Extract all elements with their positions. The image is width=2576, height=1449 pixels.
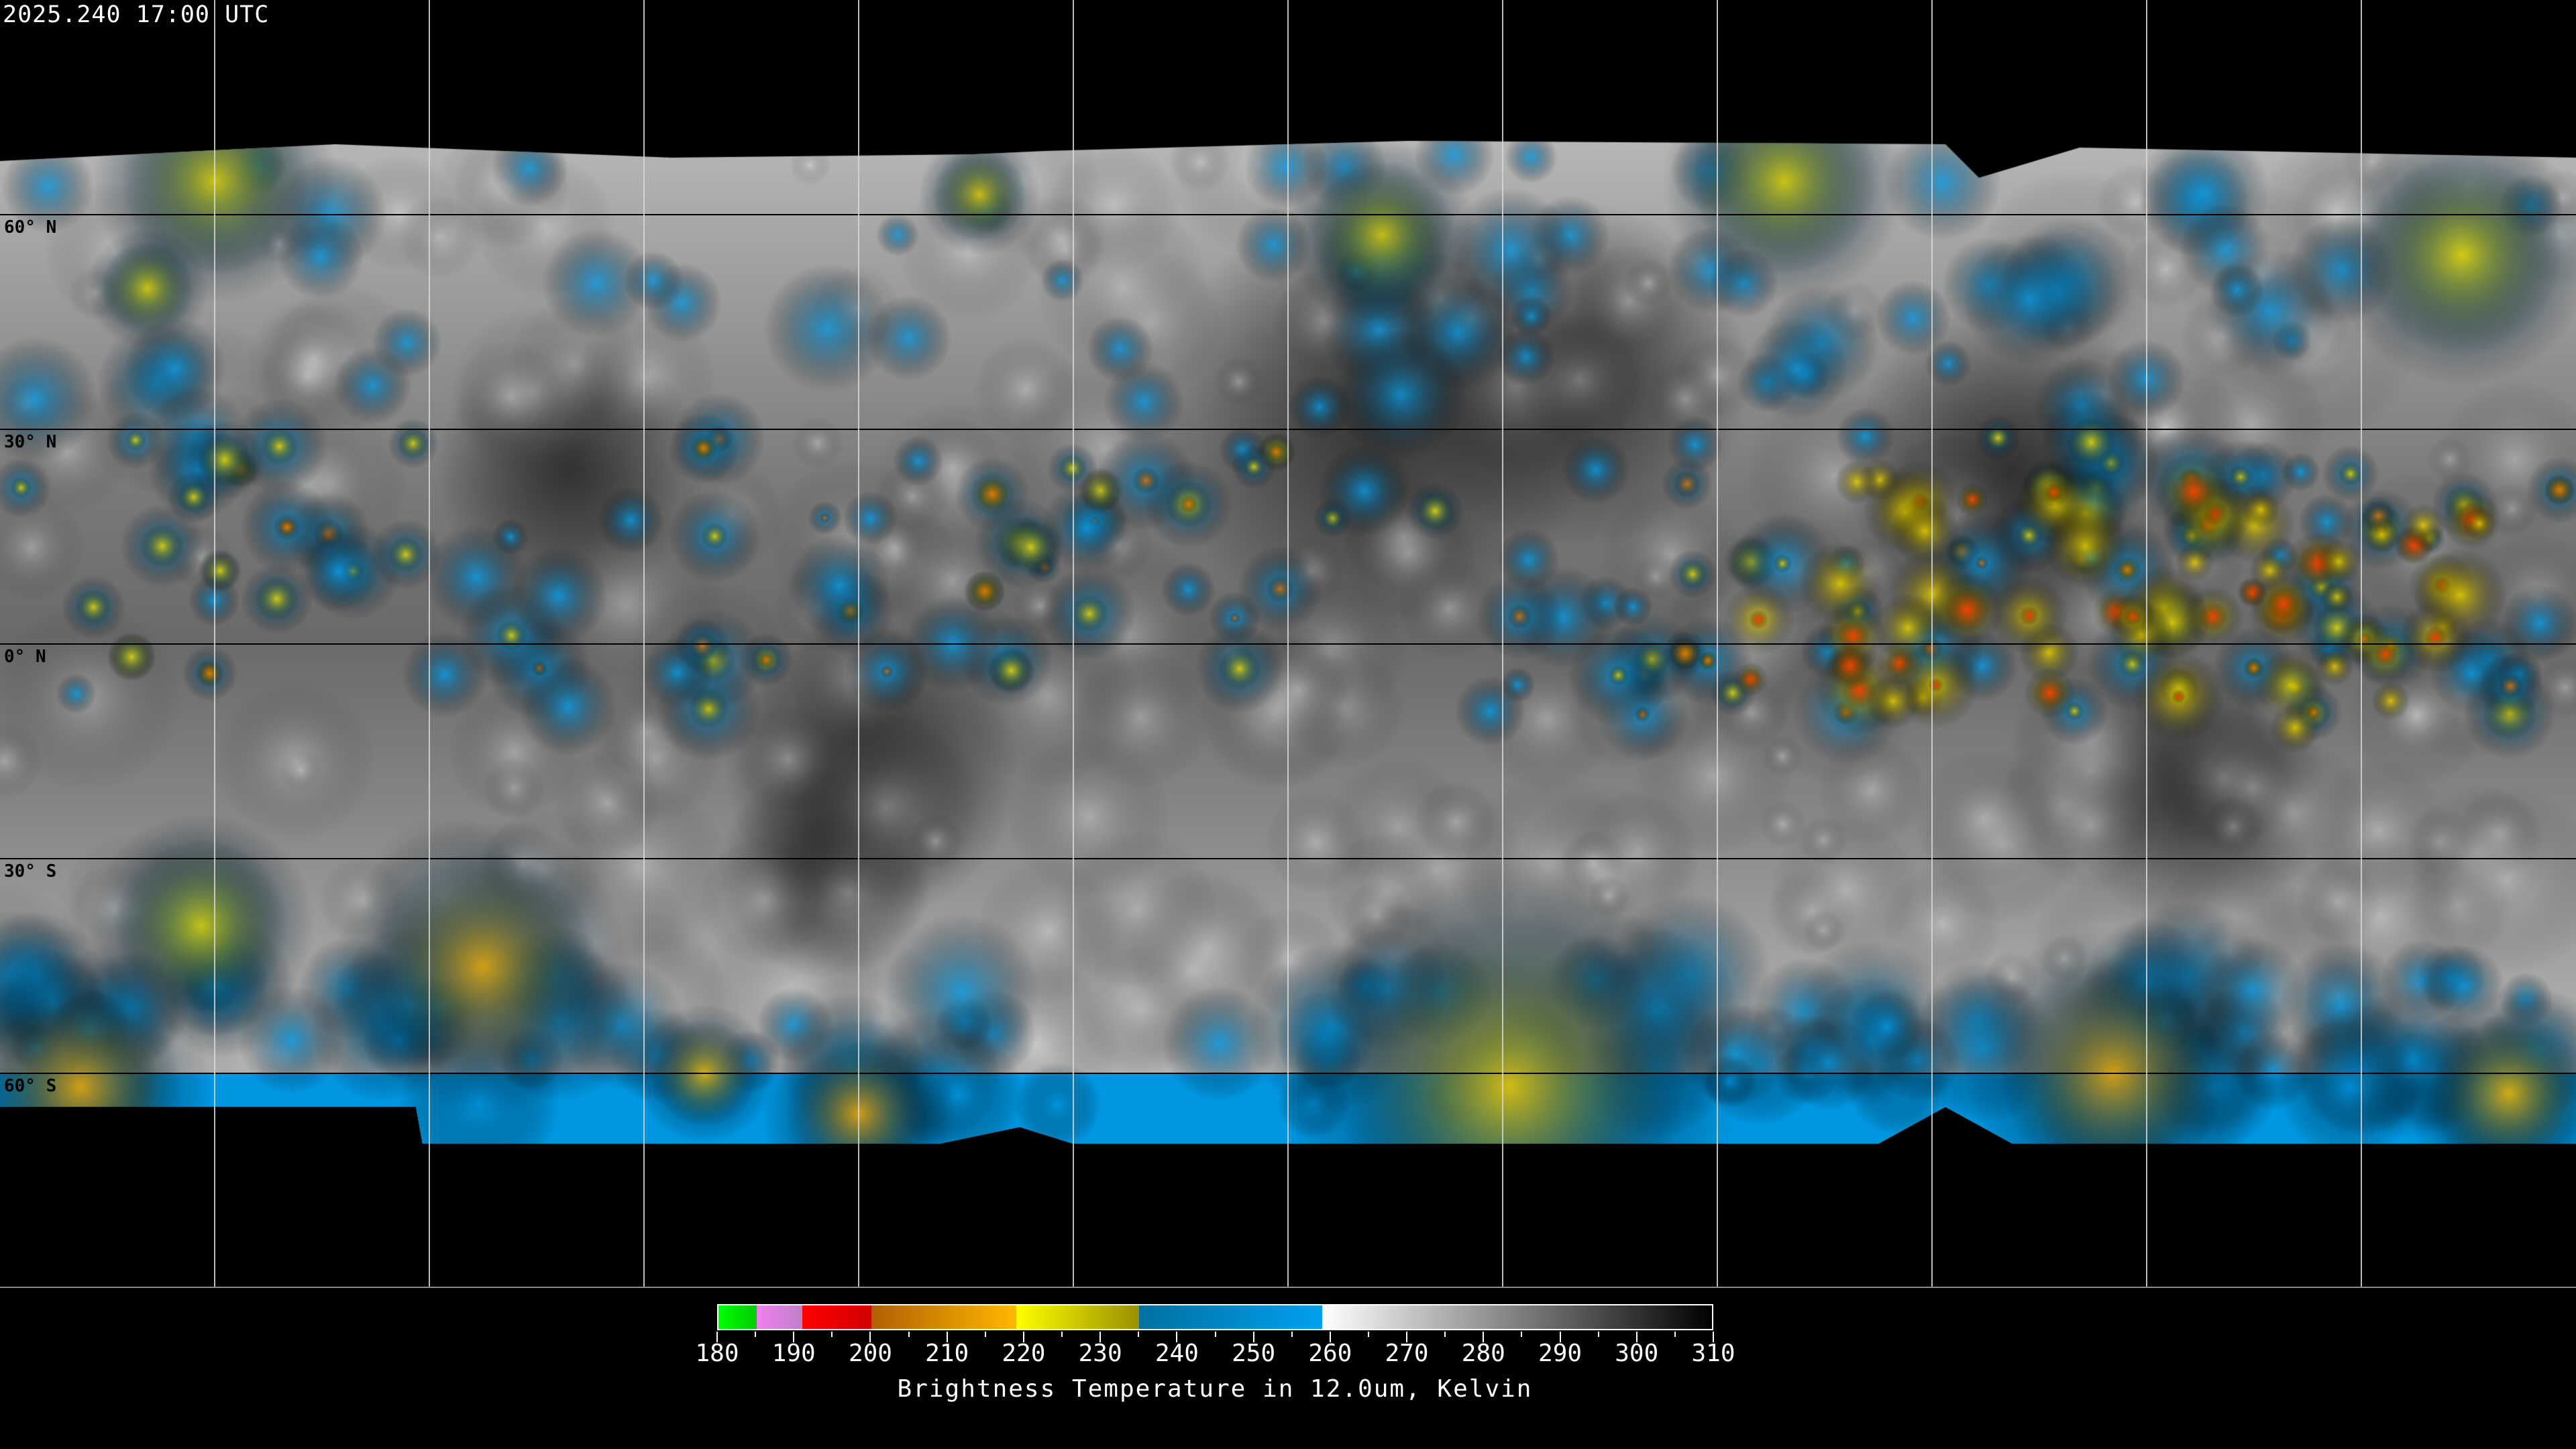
colorbar-tick <box>946 1332 948 1342</box>
colorbar-tick <box>869 1332 871 1342</box>
timestamp-title: 2025.240 17:00 UTC <box>3 1 270 28</box>
colorbar-segment <box>718 1305 757 1329</box>
colorbar-tick-label: 300 <box>1615 1340 1659 1367</box>
colorbar-tick <box>793 1332 795 1342</box>
colorbar-tick-label: 310 <box>1691 1340 1735 1367</box>
longitude-line <box>1073 0 1074 1288</box>
colorbar-tick <box>1674 1332 1676 1337</box>
colorbar-title: Brightness Temperature in 12.0um, Kelvin <box>897 1375 1533 1403</box>
colorbar-tick-label: 260 <box>1308 1340 1352 1367</box>
colorbar-tick <box>1252 1332 1254 1342</box>
colorbar-tick <box>1367 1332 1369 1337</box>
colorbar <box>717 1304 1713 1330</box>
longitude-line <box>214 0 215 1288</box>
colorbar-tick-label: 210 <box>925 1340 969 1367</box>
colorbar-tick <box>716 1332 718 1342</box>
colorbar-tick <box>1214 1332 1216 1337</box>
colorbar-tick <box>1291 1332 1293 1337</box>
colorbar-tick <box>1061 1332 1063 1337</box>
longitude-line <box>1502 0 1503 1288</box>
colorbar-segment <box>756 1305 803 1329</box>
longitude-line <box>2146 0 2147 1288</box>
latitude-label: 60° N <box>4 217 57 237</box>
colorbar-tick <box>984 1332 986 1337</box>
colorbar-tick <box>1597 1332 1599 1337</box>
longitude-line <box>429 0 430 1288</box>
colorbar-tick <box>1406 1332 1408 1342</box>
colorbar-tick-label: 280 <box>1461 1340 1505 1367</box>
map-bottom-border <box>0 1287 2576 1288</box>
colorbar-tick <box>755 1332 757 1337</box>
colorbar-segment <box>1322 1305 1712 1329</box>
colorbar-tick-label: 240 <box>1155 1340 1199 1367</box>
colorbar-tick-label: 220 <box>1002 1340 1046 1367</box>
colorbar-tick-label: 190 <box>771 1340 816 1367</box>
colorbar-tick <box>1329 1332 1331 1342</box>
latitude-label: 30° N <box>4 432 57 452</box>
satellite-map: 60° N 30° N 0° N 30° S 60° S <box>0 0 2576 1288</box>
colorbar-tick <box>1713 1332 1714 1342</box>
colorbar-segment <box>871 1305 1017 1329</box>
colorbar-tick <box>1138 1332 1140 1337</box>
colorbar-tick-label: 270 <box>1385 1340 1429 1367</box>
colorbar-tick <box>1483 1332 1485 1342</box>
colorbar-tick <box>908 1332 910 1337</box>
colorbar-tick <box>1521 1332 1523 1337</box>
colorbar-tick-label: 230 <box>1078 1340 1122 1367</box>
colorbar-tick <box>831 1332 833 1337</box>
longitude-line <box>1287 0 1289 1288</box>
colorbar-tick <box>1022 1332 1024 1342</box>
latitude-label: 30° S <box>4 861 57 881</box>
colorbar-tick-label: 200 <box>848 1340 892 1367</box>
colorbar-tick <box>1099 1332 1102 1342</box>
colorbar-tick-label: 180 <box>695 1340 739 1367</box>
longitude-line <box>858 0 859 1288</box>
colorbar-tick-label: 250 <box>1232 1340 1276 1367</box>
colorbar-segment <box>1138 1305 1322 1329</box>
longitude-line <box>1717 0 1718 1288</box>
colorbar-tick-label: 290 <box>1538 1340 1582 1367</box>
colorbar-tick <box>1444 1332 1446 1337</box>
colorbar-tick <box>1635 1332 1638 1342</box>
latitude-label: 0° N <box>4 647 46 667</box>
colorbar-segment <box>802 1305 871 1329</box>
colorbar-segment <box>1016 1305 1139 1329</box>
longitude-line <box>2361 0 2362 1288</box>
colorbar-tick <box>1176 1332 1178 1342</box>
colorbar-tick <box>1559 1332 1561 1342</box>
longitude-line <box>1931 0 1933 1288</box>
longitude-line <box>643 0 645 1288</box>
latitude-label: 60° S <box>4 1076 57 1096</box>
